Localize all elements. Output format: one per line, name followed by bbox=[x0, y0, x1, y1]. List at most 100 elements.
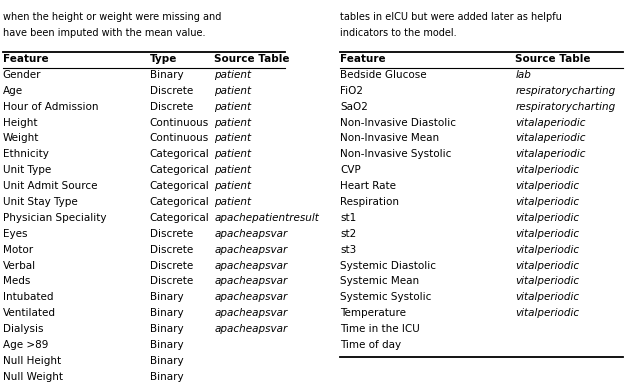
Text: vitalperiodic: vitalperiodic bbox=[515, 292, 580, 302]
Text: patient: patient bbox=[214, 181, 252, 191]
Text: Binary: Binary bbox=[150, 372, 183, 382]
Text: Hour of Admission: Hour of Admission bbox=[3, 101, 99, 112]
Text: Discrete: Discrete bbox=[150, 260, 193, 270]
Text: Discrete: Discrete bbox=[150, 86, 193, 96]
Text: Source Table: Source Table bbox=[214, 54, 290, 64]
Text: Time of day: Time of day bbox=[340, 340, 401, 350]
Text: Meds: Meds bbox=[3, 277, 30, 286]
Text: Type: Type bbox=[150, 54, 177, 64]
Text: Respiration: Respiration bbox=[340, 197, 399, 207]
Text: Dialysis: Dialysis bbox=[3, 324, 44, 334]
Text: patient: patient bbox=[214, 86, 252, 96]
Text: SaO2: SaO2 bbox=[340, 101, 368, 112]
Text: Null Weight: Null Weight bbox=[3, 372, 63, 382]
Text: patient: patient bbox=[214, 149, 252, 159]
Text: Unit Stay Type: Unit Stay Type bbox=[3, 197, 77, 207]
Text: Binary: Binary bbox=[150, 292, 183, 302]
Text: Systemic Systolic: Systemic Systolic bbox=[340, 292, 432, 302]
Text: apacheapsvar: apacheapsvar bbox=[214, 260, 288, 270]
Text: patient: patient bbox=[214, 70, 252, 80]
Text: Verbal: Verbal bbox=[3, 260, 36, 270]
Text: Binary: Binary bbox=[150, 70, 183, 80]
Text: patient: patient bbox=[214, 118, 252, 128]
Text: vitalperiodic: vitalperiodic bbox=[515, 277, 580, 286]
Text: Continuous: Continuous bbox=[150, 133, 209, 144]
Text: indicators to the model.: indicators to the model. bbox=[340, 28, 457, 38]
Text: Discrete: Discrete bbox=[150, 229, 193, 239]
Text: Systemic Diastolic: Systemic Diastolic bbox=[340, 260, 436, 270]
Text: Discrete: Discrete bbox=[150, 277, 193, 286]
Text: vitalaperiodic: vitalaperiodic bbox=[515, 133, 586, 144]
Text: Eyes: Eyes bbox=[3, 229, 28, 239]
Text: apachepatientresult: apachepatientresult bbox=[214, 213, 319, 223]
Text: Bedside Glucose: Bedside Glucose bbox=[340, 70, 427, 80]
Text: Time in the ICU: Time in the ICU bbox=[340, 324, 420, 334]
Text: Feature: Feature bbox=[3, 54, 49, 64]
Text: vitalperiodic: vitalperiodic bbox=[515, 245, 580, 255]
Text: patient: patient bbox=[214, 133, 252, 144]
Text: apacheapsvar: apacheapsvar bbox=[214, 292, 288, 302]
Text: Non-Invasive Mean: Non-Invasive Mean bbox=[340, 133, 440, 144]
Text: vitalaperiodic: vitalaperiodic bbox=[515, 118, 586, 128]
Text: Binary: Binary bbox=[150, 308, 183, 318]
Text: Continuous: Continuous bbox=[150, 118, 209, 128]
Text: Weight: Weight bbox=[3, 133, 39, 144]
Text: apacheapsvar: apacheapsvar bbox=[214, 308, 288, 318]
Text: vitalperiodic: vitalperiodic bbox=[515, 213, 580, 223]
Text: Null Height: Null Height bbox=[3, 356, 61, 366]
Text: Unit Admit Source: Unit Admit Source bbox=[3, 181, 97, 191]
Text: Heart Rate: Heart Rate bbox=[340, 181, 396, 191]
Text: Systemic Mean: Systemic Mean bbox=[340, 277, 420, 286]
Text: Physician Speciality: Physician Speciality bbox=[3, 213, 106, 223]
Text: patient: patient bbox=[214, 101, 252, 112]
Text: apacheapsvar: apacheapsvar bbox=[214, 229, 288, 239]
Text: vitalperiodic: vitalperiodic bbox=[515, 308, 580, 318]
Text: Feature: Feature bbox=[340, 54, 386, 64]
Text: Height: Height bbox=[3, 118, 37, 128]
Text: patient: patient bbox=[214, 165, 252, 175]
Text: st2: st2 bbox=[340, 229, 356, 239]
Text: Ethnicity: Ethnicity bbox=[3, 149, 49, 159]
Text: Source Table: Source Table bbox=[515, 54, 591, 64]
Text: apacheapsvar: apacheapsvar bbox=[214, 324, 288, 334]
Text: st3: st3 bbox=[340, 245, 356, 255]
Text: patient: patient bbox=[214, 197, 252, 207]
Text: Age >89: Age >89 bbox=[3, 340, 48, 350]
Text: Gender: Gender bbox=[3, 70, 41, 80]
Text: have been imputed with the mean value.: have been imputed with the mean value. bbox=[3, 28, 205, 38]
Text: tables in eICU but were added later as helpfu: tables in eICU but were added later as h… bbox=[340, 12, 563, 22]
Text: vitalperiodic: vitalperiodic bbox=[515, 181, 580, 191]
Text: Discrete: Discrete bbox=[150, 245, 193, 255]
Text: vitalperiodic: vitalperiodic bbox=[515, 260, 580, 270]
Text: Discrete: Discrete bbox=[150, 101, 193, 112]
Text: Binary: Binary bbox=[150, 324, 183, 334]
Text: st1: st1 bbox=[340, 213, 356, 223]
Text: vitalperiodic: vitalperiodic bbox=[515, 165, 580, 175]
Text: Ventilated: Ventilated bbox=[3, 308, 56, 318]
Text: Categorical: Categorical bbox=[150, 213, 209, 223]
Text: vitalperiodic: vitalperiodic bbox=[515, 197, 580, 207]
Text: when the height or weight were missing and: when the height or weight were missing a… bbox=[3, 12, 221, 22]
Text: Age: Age bbox=[3, 86, 23, 96]
Text: Motor: Motor bbox=[3, 245, 33, 255]
Text: respiratorycharting: respiratorycharting bbox=[515, 101, 616, 112]
Text: respiratorycharting: respiratorycharting bbox=[515, 86, 616, 96]
Text: apacheapsvar: apacheapsvar bbox=[214, 245, 288, 255]
Text: Categorical: Categorical bbox=[150, 149, 209, 159]
Text: Binary: Binary bbox=[150, 340, 183, 350]
Text: Non-Invasive Systolic: Non-Invasive Systolic bbox=[340, 149, 452, 159]
Text: Intubated: Intubated bbox=[3, 292, 53, 302]
Text: FiO2: FiO2 bbox=[340, 86, 364, 96]
Text: Categorical: Categorical bbox=[150, 197, 209, 207]
Text: Unit Type: Unit Type bbox=[3, 165, 51, 175]
Text: Categorical: Categorical bbox=[150, 165, 209, 175]
Text: Binary: Binary bbox=[150, 356, 183, 366]
Text: vitalperiodic: vitalperiodic bbox=[515, 229, 580, 239]
Text: Temperature: Temperature bbox=[340, 308, 406, 318]
Text: Categorical: Categorical bbox=[150, 181, 209, 191]
Text: lab: lab bbox=[515, 70, 531, 80]
Text: CVP: CVP bbox=[340, 165, 361, 175]
Text: vitalaperiodic: vitalaperiodic bbox=[515, 149, 586, 159]
Text: apacheapsvar: apacheapsvar bbox=[214, 277, 288, 286]
Text: Non-Invasive Diastolic: Non-Invasive Diastolic bbox=[340, 118, 456, 128]
